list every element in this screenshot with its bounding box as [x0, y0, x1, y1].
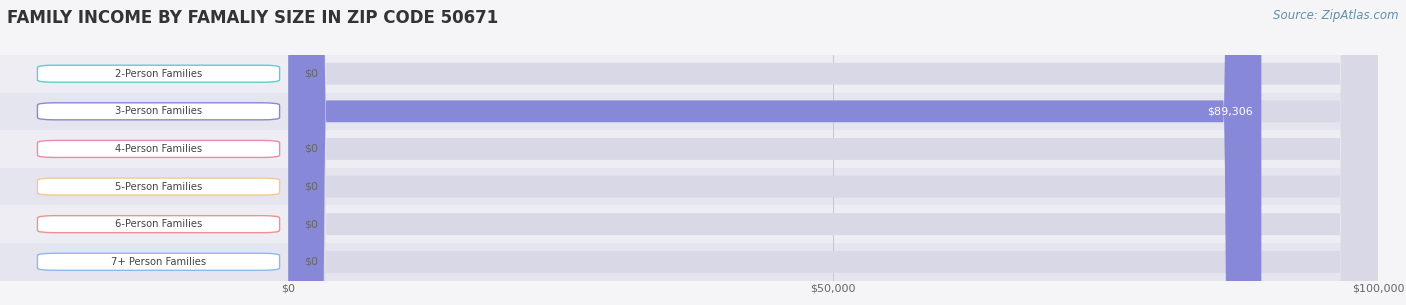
FancyBboxPatch shape — [38, 140, 280, 157]
Bar — [0, 243, 288, 281]
Bar — [0, 168, 288, 205]
FancyBboxPatch shape — [38, 216, 280, 233]
Text: $0: $0 — [305, 257, 319, 267]
FancyBboxPatch shape — [38, 178, 280, 195]
Text: FAMILY INCOME BY FAMALIY SIZE IN ZIP CODE 50671: FAMILY INCOME BY FAMALIY SIZE IN ZIP COD… — [7, 9, 498, 27]
Text: 4-Person Families: 4-Person Families — [115, 144, 202, 154]
Text: 6-Person Families: 6-Person Families — [115, 219, 202, 229]
Text: 3-Person Families: 3-Person Families — [115, 106, 202, 116]
FancyBboxPatch shape — [288, 0, 1378, 305]
Text: 2-Person Families: 2-Person Families — [115, 69, 202, 79]
Text: 5-Person Families: 5-Person Families — [115, 181, 202, 192]
Text: $0: $0 — [305, 181, 319, 192]
Text: 7+ Person Families: 7+ Person Families — [111, 257, 207, 267]
Bar — [288, 130, 1378, 168]
Bar — [288, 243, 1378, 281]
FancyBboxPatch shape — [288, 0, 1261, 305]
FancyBboxPatch shape — [38, 65, 280, 82]
FancyBboxPatch shape — [38, 253, 280, 270]
Text: $89,306: $89,306 — [1206, 106, 1253, 116]
Bar — [0, 130, 288, 168]
Bar — [0, 55, 288, 92]
FancyBboxPatch shape — [288, 0, 1378, 305]
FancyBboxPatch shape — [288, 0, 1378, 305]
FancyBboxPatch shape — [288, 0, 1378, 305]
Bar — [0, 92, 288, 130]
Bar — [288, 55, 1378, 92]
Bar — [288, 205, 1378, 243]
FancyBboxPatch shape — [38, 103, 280, 120]
Text: $0: $0 — [305, 144, 319, 154]
FancyBboxPatch shape — [288, 0, 1378, 305]
Bar — [0, 205, 288, 243]
Text: $0: $0 — [305, 69, 319, 79]
FancyBboxPatch shape — [288, 0, 1378, 305]
Text: Source: ZipAtlas.com: Source: ZipAtlas.com — [1274, 9, 1399, 22]
Bar — [288, 92, 1378, 130]
Bar — [288, 168, 1378, 205]
Text: $0: $0 — [305, 219, 319, 229]
